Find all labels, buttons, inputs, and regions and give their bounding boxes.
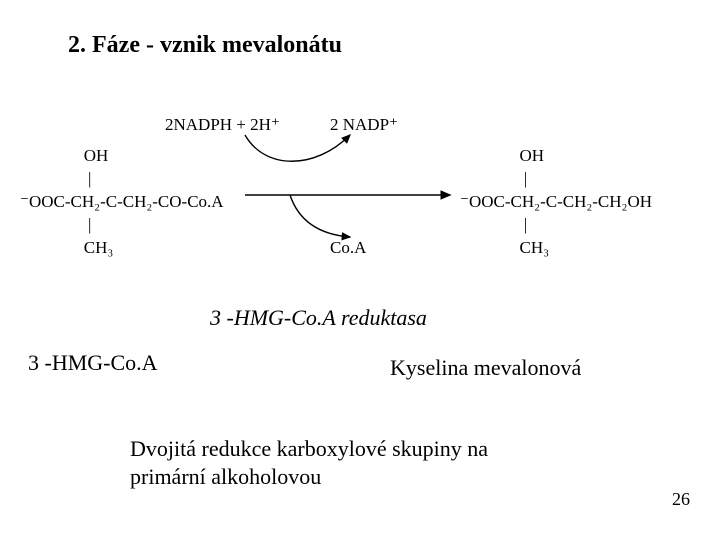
page-title: 2. Fáze - vznik mevalonátu — [68, 32, 342, 59]
reaction-description: Dvojitá redukce karboxylové skupiny na p… — [130, 435, 560, 490]
substrate-name: 3 -HMG-Co.A — [28, 350, 158, 376]
reaction-arrows — [20, 115, 700, 285]
product-name: Kyselina mevalonová — [390, 355, 610, 381]
reaction-diagram: 2NADPH + 2H⁺ 2 NADP⁺ Co.A OH | ⁻OOC-CH₂-… — [20, 115, 700, 285]
page-number: 26 — [672, 489, 690, 510]
enzyme-name: 3 -HMG-Co.A reduktasa — [210, 305, 427, 331]
